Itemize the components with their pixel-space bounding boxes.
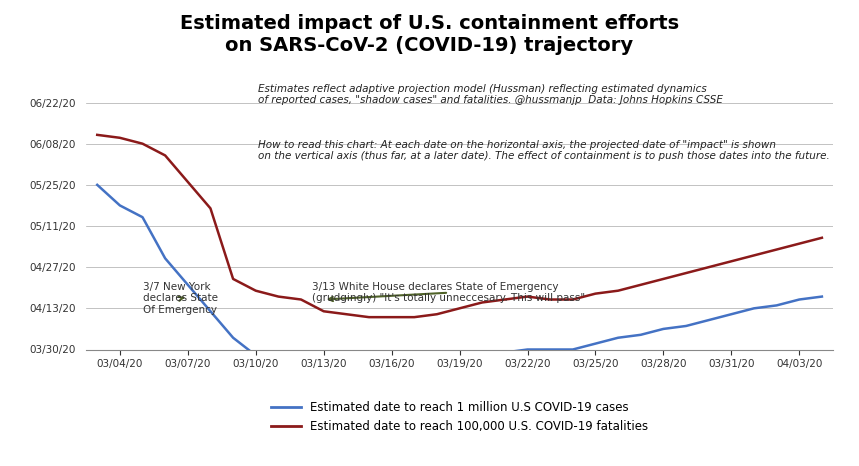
Text: How to read this chart: At each date on the horizontal axis, the projected date : How to read this chart: At each date on …	[258, 140, 830, 161]
Text: 3/13 White House declares State of Emergency
(grudgingly) "It's totally unnecces: 3/13 White House declares State of Emerg…	[313, 282, 586, 303]
Legend: Estimated date to reach 1 million U.S COVID-19 cases, Estimated date to reach 10: Estimated date to reach 1 million U.S CO…	[266, 396, 653, 438]
Text: Estimated impact of U.S. containment efforts
on SARS-CoV-2 (COVID-19) trajectory: Estimated impact of U.S. containment eff…	[180, 14, 679, 55]
Text: Estimates reflect adaptive projection model (Hussman) reflecting estimated dynam: Estimates reflect adaptive projection mo…	[258, 84, 722, 105]
Text: 3/7 New York
declares State
Of Emergency: 3/7 New York declares State Of Emergency	[143, 282, 217, 315]
